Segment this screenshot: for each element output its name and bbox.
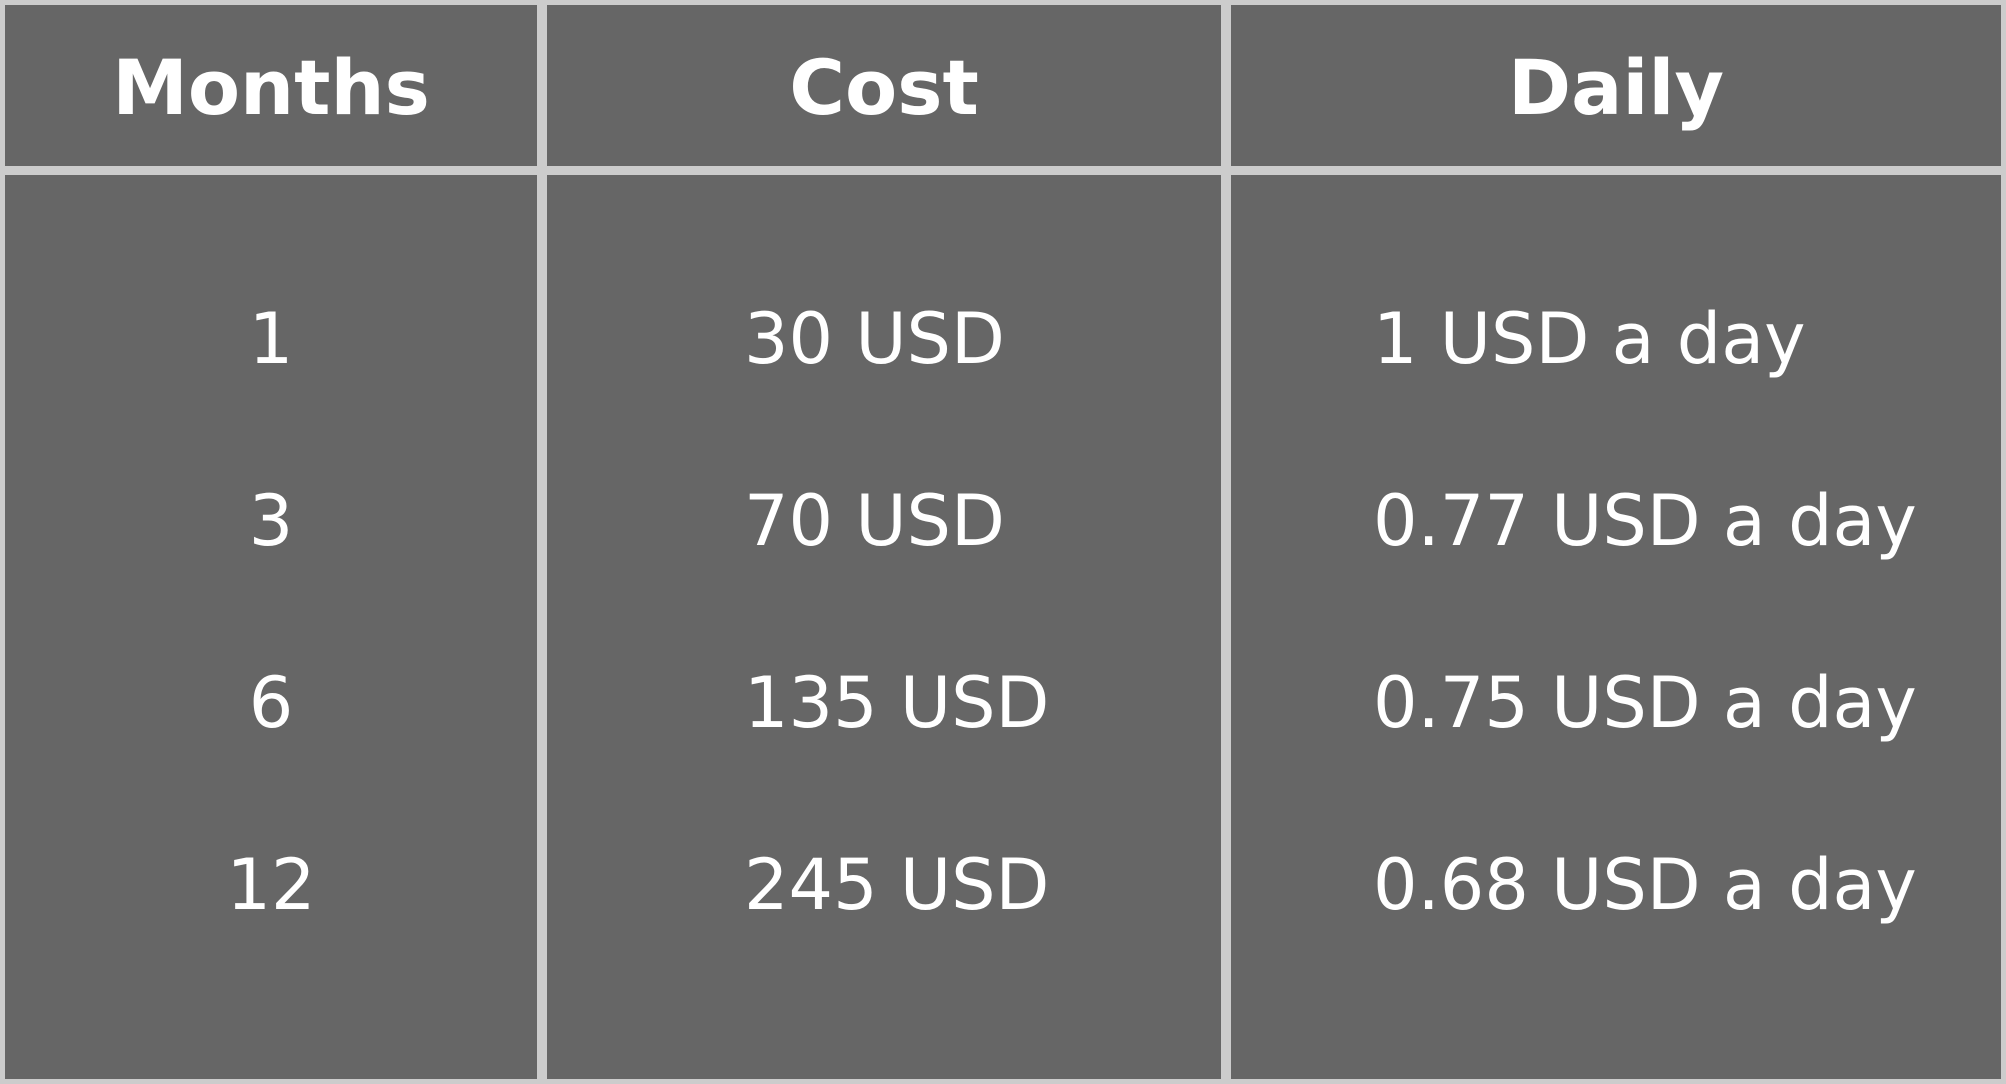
column-divider bbox=[537, 0, 547, 1084]
table-cell-daily: 1 USD a day bbox=[1373, 298, 1806, 380]
table-cell-months: 12 bbox=[226, 844, 316, 926]
header-daily: Daily bbox=[1507, 43, 1724, 132]
table-cell-daily: 0.75 USD a day bbox=[1373, 662, 1917, 744]
table-cell-cost: 245 USD bbox=[744, 844, 1050, 926]
header-months: Months bbox=[112, 43, 430, 132]
table-border-top bbox=[0, 0, 2006, 5]
table-border-left bbox=[0, 0, 5, 1084]
table-cell-daily: 0.77 USD a day bbox=[1373, 480, 1917, 562]
table-cell-cost: 30 USD bbox=[744, 298, 1005, 380]
table-cell-months: 6 bbox=[248, 662, 294, 744]
column-divider bbox=[1221, 0, 1231, 1084]
table-border-bottom bbox=[0, 1079, 2006, 1084]
table-border-right bbox=[2001, 0, 2006, 1084]
header-cost: Cost bbox=[789, 43, 979, 132]
table-cell-cost: 135 USD bbox=[744, 662, 1050, 744]
table-cell-cost: 70 USD bbox=[744, 480, 1005, 562]
table-cell-months: 3 bbox=[248, 480, 294, 562]
table-cell-months: 1 bbox=[248, 298, 294, 380]
header-divider bbox=[0, 166, 2006, 175]
table-cell-daily: 0.68 USD a day bbox=[1373, 844, 1917, 926]
